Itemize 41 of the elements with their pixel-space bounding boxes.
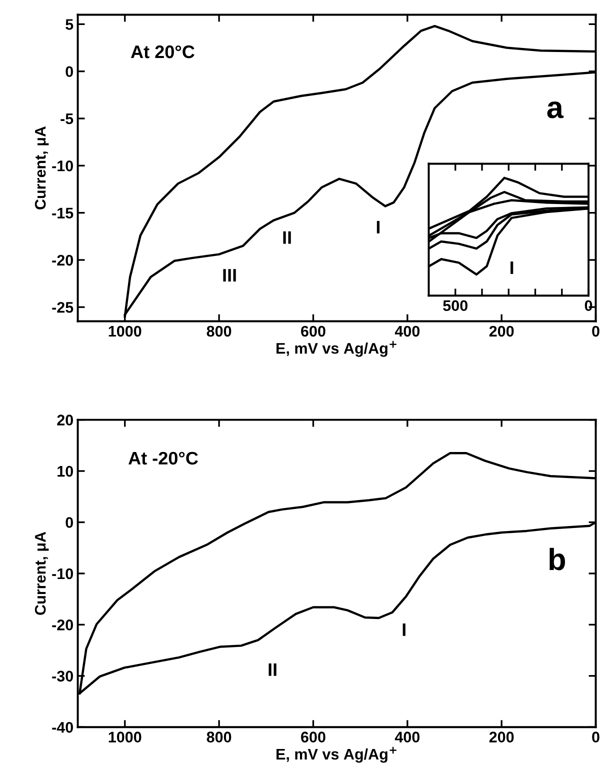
x-axis-title: E, mV vs Ag/Ag$^{+}$ (276, 341, 396, 357)
y-tick-label: -10 (52, 568, 73, 580)
y-axis-title: Current, μA (34, 532, 49, 615)
annotation: III (223, 269, 236, 282)
y-tick-label: -20 (52, 254, 73, 266)
y-tick-label: 20 (57, 414, 73, 426)
annotation: At -20°C (128, 452, 198, 465)
y-tick-label: -5 (60, 114, 74, 124)
y-tick-label: -30 (52, 670, 73, 682)
y-tick-label: -10 (52, 160, 73, 172)
y-tick-label: -25 (52, 302, 74, 313)
annotation: a (547, 102, 564, 118)
y-tick-label: 5 (66, 19, 74, 30)
x-tick-label: 800 (206, 732, 232, 742)
y-tick-label: 0 (66, 517, 73, 528)
x-tick-label: 600 (301, 326, 326, 337)
annotation: b (550, 548, 565, 570)
x-tick-label: 800 (206, 326, 232, 337)
x-tick-label: 1000 (108, 732, 142, 742)
x-tick-label: 400 (394, 326, 420, 337)
annotation: I (376, 220, 380, 234)
annotation: II (268, 663, 276, 676)
x-tick-label: 200 (489, 326, 514, 337)
y-tick-label: 0 (66, 66, 73, 78)
annotation: I (510, 262, 514, 274)
y-tick-label: -15 (52, 208, 74, 218)
x-tick-label: 400 (394, 732, 420, 742)
y-tick-label: -40 (52, 722, 73, 733)
y-axis-title: Current, μA (34, 126, 49, 210)
x-axis-title: E, mV vs Ag/Ag$^{+}$ (276, 746, 396, 763)
x-tick-label: 0 (592, 326, 600, 337)
y-tick-label: 10 (58, 466, 73, 477)
y-tick-label: -20 (52, 620, 73, 630)
annotation: At 20°C (130, 45, 194, 58)
x-tick-label: 500 (443, 300, 468, 312)
annotation: II (283, 231, 291, 244)
x-tick-label: 1000 (108, 326, 142, 337)
x-tick-label: 200 (489, 732, 514, 742)
x-tick-label: 0 (592, 732, 600, 742)
x-tick-label: 600 (301, 732, 326, 742)
annotation: I (402, 623, 406, 636)
